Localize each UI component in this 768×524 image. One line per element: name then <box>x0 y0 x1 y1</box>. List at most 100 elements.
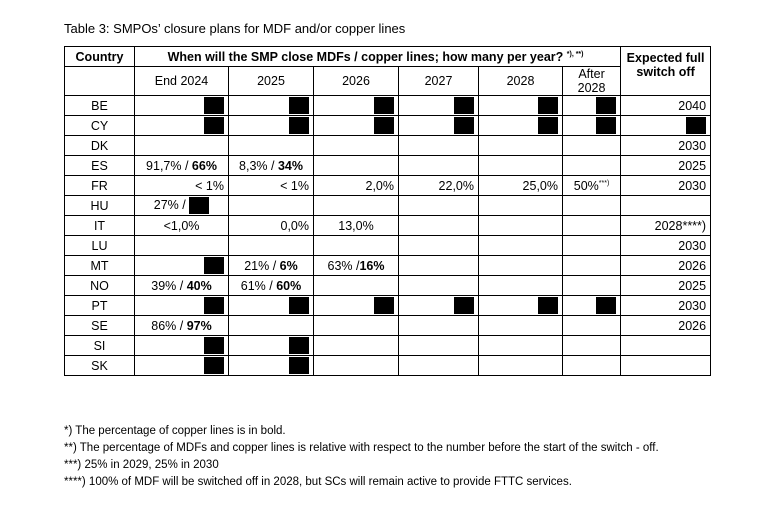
year-value-cell: 21% / 6% <box>228 255 314 276</box>
country-cell: FR <box>64 175 135 196</box>
year-value-cell: 61% / 60% <box>228 275 314 296</box>
country-cell: NO <box>64 275 135 296</box>
year-value-cell <box>561 115 622 136</box>
cell-copper-value: 16% <box>359 258 385 273</box>
redaction-block <box>289 357 309 374</box>
year-value-cell <box>561 335 622 356</box>
year-value-cell <box>313 115 399 136</box>
year-header: 2025 <box>228 66 314 96</box>
year-value-cell <box>134 135 229 156</box>
year-value-cell <box>478 255 563 276</box>
year-value-cell <box>313 335 399 356</box>
year-value-cell <box>134 235 229 256</box>
cell-value: 39% / <box>151 278 187 293</box>
cell-footnote-ref: ***) <box>598 179 610 187</box>
cell-value: 86% / <box>151 318 187 333</box>
redaction-block <box>686 117 707 134</box>
year-value-cell: < 1% <box>228 175 314 196</box>
cell-value: < 1% <box>280 178 309 193</box>
year-value-cell: 22,0% <box>398 175 479 196</box>
table-row: SI <box>64 335 712 356</box>
closure-plans-table: Country When will the SMP close MDFs / c… <box>64 46 712 376</box>
redaction-block <box>596 117 617 134</box>
cell-copper-value: 60% <box>276 278 302 293</box>
table-row: HU 27% / <box>64 195 712 216</box>
country-subheader-empty <box>64 66 135 96</box>
redaction-block <box>189 197 210 214</box>
expected-switch-off-cell: 2026 <box>620 255 712 276</box>
country-cell: ES <box>64 155 135 176</box>
question-text: When will the SMP close MDFs / copper li… <box>167 49 564 64</box>
cell-value: 61% / <box>240 278 277 293</box>
cell-copper-value: 6% <box>279 258 298 273</box>
footnote: **) The percentage of MDFs and copper li… <box>64 442 659 454</box>
table-row: NO 39% / 40% 61% / 60% 2025 <box>64 275 712 296</box>
year-value-cell <box>313 235 399 256</box>
footnote: *) The percentage of copper lines is in … <box>64 425 286 437</box>
cell-value: 0,0% <box>280 218 310 233</box>
expected-switch-off-cell: 2026 <box>620 315 712 336</box>
year-value-cell <box>228 115 314 136</box>
year-header: 2028 <box>478 66 563 96</box>
country-cell: PT <box>64 295 135 316</box>
year-value-cell <box>561 295 622 316</box>
year-value-cell <box>478 355 563 376</box>
expected-switch-off-cell <box>620 335 712 356</box>
year-value-cell <box>313 275 399 296</box>
year-value-cell <box>313 295 399 316</box>
country-cell: SK <box>64 355 135 376</box>
year-value-cell <box>398 155 479 176</box>
year-value-cell <box>478 315 563 336</box>
year-value-cell <box>134 295 229 316</box>
year-value-cell: 86% / 97% <box>134 315 229 336</box>
redaction-block <box>454 117 474 134</box>
year-value-cell <box>398 235 479 256</box>
redaction-block <box>204 357 224 374</box>
expected-switch-off-cell <box>620 355 712 376</box>
year-value-cell <box>478 115 563 136</box>
expected-switch-off-cell: 2030 <box>620 235 712 256</box>
year-value-cell: 39% / 40% <box>134 275 229 296</box>
cell-copper-value: 34% <box>277 158 303 173</box>
year-value-cell <box>228 335 314 356</box>
redaction-block <box>538 297 558 314</box>
year-value-cell: 25,0% <box>478 175 563 196</box>
redaction-block <box>374 297 394 314</box>
redaction-block <box>204 337 224 354</box>
redaction-block <box>454 297 474 314</box>
year-value-cell: 2,0% <box>313 175 399 196</box>
year-value-cell <box>398 215 479 236</box>
table-row: SK <box>64 355 712 376</box>
year-value-cell <box>561 135 622 156</box>
year-value-cell: 8,3% / 34% <box>228 155 314 176</box>
cell-value: <1,0% <box>163 218 200 233</box>
year-value-cell <box>561 315 622 336</box>
country-cell: CY <box>64 115 135 136</box>
footnotes: *) The percentage of copper lines is in … <box>64 423 704 491</box>
redaction-block <box>596 297 617 314</box>
year-value-cell <box>561 235 622 256</box>
cell-value: 27% / <box>153 197 190 212</box>
redaction-block <box>204 257 224 274</box>
footnote: ****) 100% of MDF will be switched off i… <box>64 476 572 488</box>
cell-value: 91,7% / <box>146 158 192 173</box>
year-value-cell <box>313 95 399 116</box>
year-value-cell <box>398 275 479 296</box>
country-cell: SI <box>64 335 135 356</box>
redaction-block <box>289 97 309 114</box>
year-value-cell <box>398 195 479 216</box>
redaction-block <box>204 117 224 134</box>
year-value-cell <box>228 295 314 316</box>
redaction-block <box>204 97 224 114</box>
year-value-cell: 13,0% <box>313 215 399 236</box>
year-value-cell <box>134 355 229 376</box>
year-header: 2027 <box>398 66 479 96</box>
expected-switch-off-cell: 2030 <box>620 295 712 316</box>
year-value-cell <box>228 315 314 336</box>
year-value-cell <box>561 155 622 176</box>
year-value-cell <box>313 195 399 216</box>
year-value-cell <box>478 295 563 316</box>
year-value-cell <box>134 335 229 356</box>
expected-switch-off-cell <box>620 115 712 136</box>
redaction-block <box>289 337 309 354</box>
